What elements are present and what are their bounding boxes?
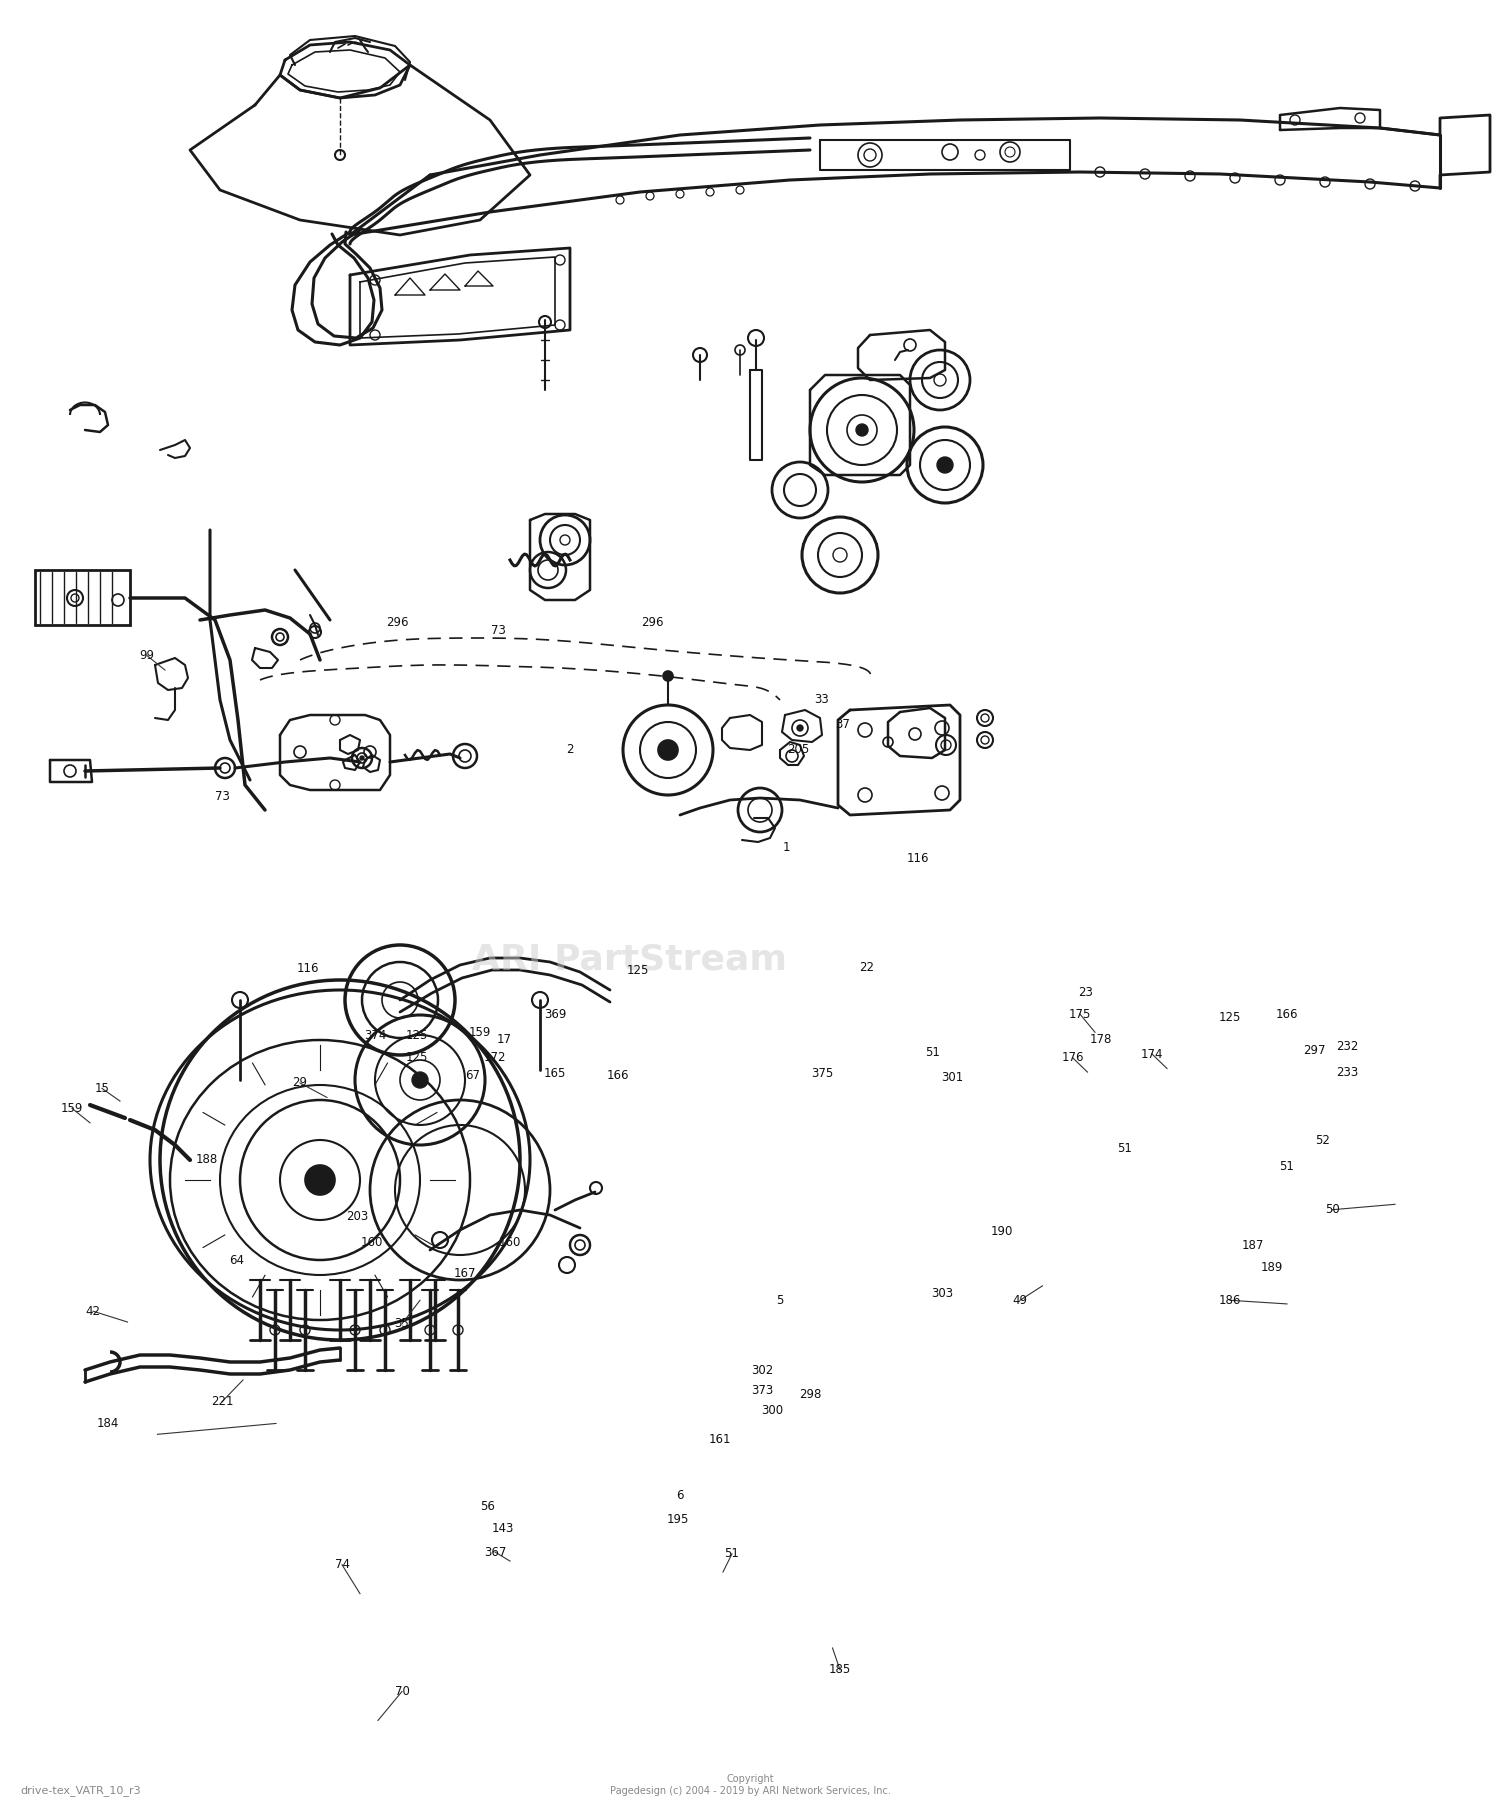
Text: 35: 35 <box>394 1317 410 1331</box>
Text: 74: 74 <box>334 1557 350 1572</box>
Text: 51: 51 <box>1118 1141 1132 1155</box>
Text: 188: 188 <box>196 1152 217 1166</box>
Text: 73: 73 <box>490 623 506 637</box>
Circle shape <box>856 424 868 436</box>
Text: 296: 296 <box>642 616 663 630</box>
Text: 301: 301 <box>942 1070 963 1085</box>
Text: 189: 189 <box>1262 1260 1282 1275</box>
Text: 5: 5 <box>777 1293 783 1308</box>
Text: 303: 303 <box>932 1286 952 1300</box>
Text: 42: 42 <box>86 1304 100 1318</box>
Text: 50: 50 <box>1324 1203 1340 1217</box>
Text: 176: 176 <box>1062 1050 1083 1065</box>
Text: 160: 160 <box>500 1235 520 1250</box>
Text: 161: 161 <box>708 1433 732 1447</box>
Text: 375: 375 <box>812 1067 832 1081</box>
Text: 178: 178 <box>1090 1032 1112 1047</box>
Text: 125: 125 <box>406 1029 427 1043</box>
Text: 37: 37 <box>836 717 850 732</box>
Text: 184: 184 <box>98 1416 118 1431</box>
Text: 367: 367 <box>484 1545 506 1559</box>
Text: 51: 51 <box>926 1045 940 1059</box>
Text: 165: 165 <box>544 1067 566 1081</box>
Text: 167: 167 <box>453 1266 477 1280</box>
Text: 297: 297 <box>1302 1043 1326 1058</box>
Text: 186: 186 <box>1220 1293 1240 1308</box>
Text: 302: 302 <box>752 1364 772 1378</box>
Text: 300: 300 <box>762 1404 783 1418</box>
Text: 64: 64 <box>230 1253 244 1268</box>
Text: 125: 125 <box>627 963 648 978</box>
Text: 116: 116 <box>906 851 928 866</box>
Text: 56: 56 <box>480 1500 495 1514</box>
Text: 52: 52 <box>1316 1134 1330 1148</box>
Text: 374: 374 <box>364 1029 386 1043</box>
Text: 1: 1 <box>783 840 789 855</box>
Text: 99: 99 <box>140 648 154 663</box>
Text: 15: 15 <box>94 1081 110 1096</box>
Circle shape <box>663 672 674 681</box>
Text: 51: 51 <box>1280 1159 1294 1174</box>
Text: 174: 174 <box>1140 1047 1164 1061</box>
Text: Copyright
Pagedesign (c) 2004 - 2019 by ARI Network Services, Inc.: Copyright Pagedesign (c) 2004 - 2019 by … <box>609 1775 891 1797</box>
Circle shape <box>360 755 364 761</box>
Text: 29: 29 <box>292 1076 308 1090</box>
Text: 70: 70 <box>394 1684 410 1699</box>
Text: 125: 125 <box>406 1050 427 1065</box>
Text: 195: 195 <box>668 1512 688 1527</box>
Text: 203: 203 <box>346 1210 368 1224</box>
Text: 22: 22 <box>859 960 874 974</box>
Text: 166: 166 <box>606 1068 630 1083</box>
Text: 49: 49 <box>1013 1293 1028 1308</box>
Text: 221: 221 <box>210 1394 234 1409</box>
Text: 190: 190 <box>992 1224 1012 1239</box>
Text: 17: 17 <box>496 1032 512 1047</box>
Text: 33: 33 <box>815 692 830 706</box>
Text: 232: 232 <box>1336 1040 1358 1054</box>
Text: 116: 116 <box>296 962 318 976</box>
Circle shape <box>938 456 952 473</box>
Text: 160: 160 <box>362 1235 382 1250</box>
Text: 296: 296 <box>387 616 408 630</box>
Text: 373: 373 <box>752 1384 772 1398</box>
Text: 6: 6 <box>675 1489 682 1503</box>
Circle shape <box>304 1164 334 1195</box>
Text: ARI PartStream: ARI PartStream <box>472 944 788 976</box>
Text: 187: 187 <box>1242 1239 1263 1253</box>
Circle shape <box>796 724 802 732</box>
Bar <box>34 570 130 625</box>
Text: 125: 125 <box>1220 1011 1240 1025</box>
Text: 298: 298 <box>800 1387 820 1402</box>
Text: 205: 205 <box>788 743 808 757</box>
Text: 159: 159 <box>470 1025 490 1040</box>
Circle shape <box>413 1072 428 1088</box>
Text: 185: 185 <box>830 1662 850 1677</box>
Text: 73: 73 <box>214 790 230 804</box>
Text: 51: 51 <box>724 1547 740 1561</box>
Text: 369: 369 <box>544 1007 566 1021</box>
Text: drive-tex_VATR_10_r3: drive-tex_VATR_10_r3 <box>20 1786 141 1797</box>
Text: 175: 175 <box>1070 1007 1090 1021</box>
Text: 159: 159 <box>62 1101 82 1116</box>
Text: 23: 23 <box>1078 985 1094 1000</box>
Text: 172: 172 <box>483 1050 506 1065</box>
Text: 2: 2 <box>567 743 573 757</box>
Text: 143: 143 <box>492 1521 513 1536</box>
Text: 67: 67 <box>465 1068 480 1083</box>
Text: 166: 166 <box>1275 1007 1298 1021</box>
Text: 233: 233 <box>1336 1065 1358 1079</box>
Circle shape <box>658 741 678 761</box>
